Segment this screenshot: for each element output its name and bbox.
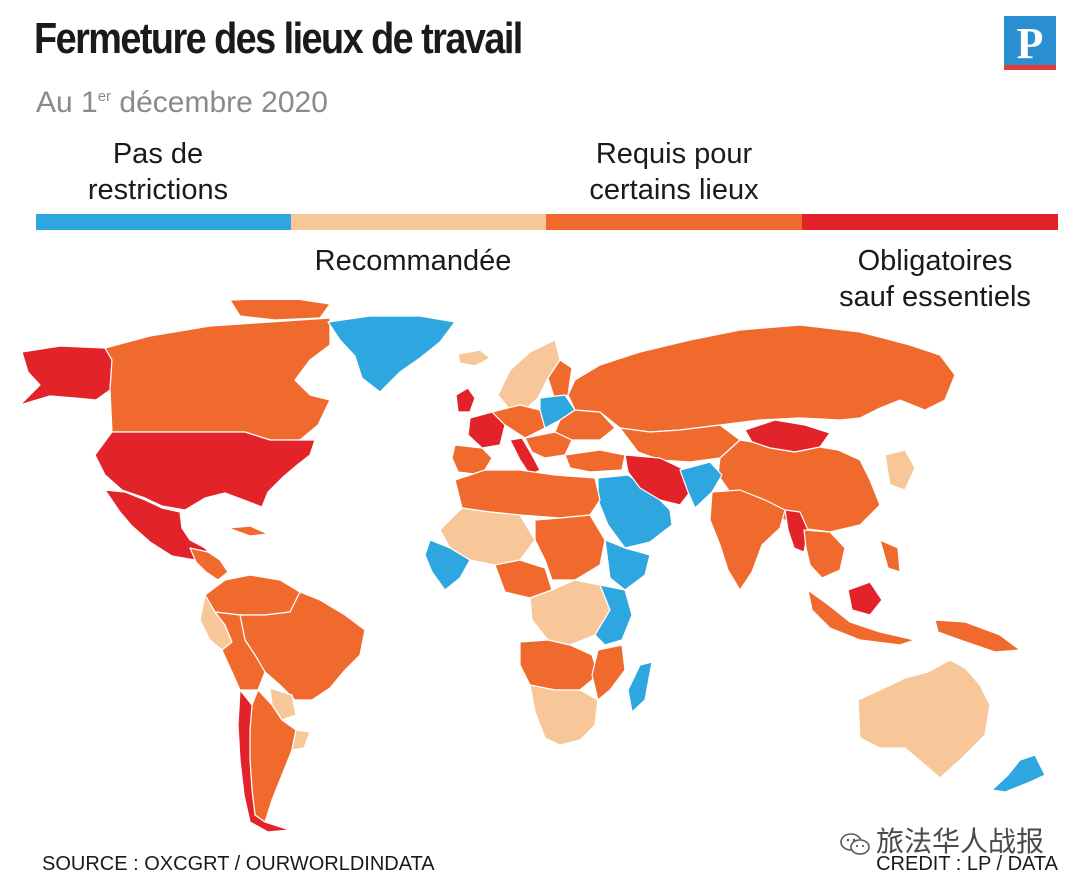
country-uruguay <box>291 729 311 751</box>
world-map <box>19 300 1046 833</box>
map-title: Fermeture des lieux de travail <box>34 14 523 63</box>
legend-swatch-some <box>546 214 802 230</box>
country-canada <box>104 317 331 441</box>
logo-stripe <box>1004 65 1056 70</box>
country-papua <box>934 619 1021 653</box>
wechat-icon <box>840 832 870 855</box>
country-chile <box>237 689 291 833</box>
country-iceland <box>457 349 491 367</box>
country-east-africa <box>594 584 633 646</box>
date-ordinal: er <box>97 88 112 105</box>
le-parisien-logo: P <box>1004 16 1056 70</box>
country-paraguay <box>269 687 297 721</box>
country-madagascar <box>627 661 653 713</box>
country-cuba <box>227 525 269 537</box>
watermark-text: 旅法华人战报 <box>876 826 1045 857</box>
legend-swatch-recommended <box>291 214 546 230</box>
country-canada-arctic <box>229 300 331 321</box>
date-rest: décembre 2020 <box>111 86 328 119</box>
country-russia <box>567 324 956 433</box>
country-mexico <box>104 489 213 561</box>
country-indonesia <box>807 589 916 646</box>
country-korea-japan <box>884 449 916 491</box>
legend-label-mandatory: Obligatoires sauf essentiels <box>812 243 1058 315</box>
country-peru-bolivia <box>214 611 266 691</box>
country-horn-of-africa <box>604 539 651 591</box>
country-alaska <box>19 345 113 406</box>
legend-label-some-line1: Requis pour <box>595 138 753 170</box>
country-mozambique <box>591 644 626 701</box>
legend-label-none-line1: Pas de <box>112 138 204 170</box>
country-philippines <box>879 539 901 573</box>
country-central-america <box>189 547 229 581</box>
legend-label-mandatory-line1: Obligatoires <box>857 245 1013 277</box>
date-subtitle: Au 1er décembre 2020 <box>36 86 328 120</box>
country-usa <box>94 431 316 511</box>
credit-note: CREDIT : LP / DATA <box>876 853 1058 875</box>
country-angola-zambia <box>519 639 599 691</box>
country-new-zealand <box>991 754 1046 793</box>
country-uk-ireland <box>455 387 476 413</box>
legend-label-some-line2: certains lieux <box>589 174 759 206</box>
country-sudan-chad <box>534 514 606 581</box>
legend-label-mandatory-line2: sauf essentiels <box>839 281 1031 313</box>
legend-label-recommended: Recommandée <box>291 243 535 279</box>
legend-swatch-none <box>36 214 291 230</box>
country-italy <box>509 437 541 476</box>
legend-label-none: Pas de restrictions <box>36 136 280 208</box>
country-southeast-asia <box>803 529 846 579</box>
country-australia <box>857 659 991 779</box>
legend-label-none-line2: restrictions <box>87 174 229 206</box>
legend-label-recommended-line1: Recommandée <box>314 245 512 277</box>
date-prefix: Au 1 <box>36 86 98 119</box>
logo-letter: P <box>1016 19 1044 68</box>
watermark: 旅法华人战报 <box>840 820 1044 860</box>
country-myanmar <box>784 509 809 553</box>
country-borneo <box>847 581 883 616</box>
country-turkey <box>564 449 626 473</box>
legend-label-some: Requis pour certains lieux <box>546 136 802 208</box>
country-india <box>709 489 786 591</box>
country-greenland <box>327 315 456 393</box>
legend-swatch-mandatory <box>802 214 1058 230</box>
country-nigeria-cameroon <box>494 559 553 599</box>
country-west-africa-coast <box>424 539 471 591</box>
country-southern-africa <box>529 684 599 746</box>
country-colombia-venezuela <box>204 574 301 616</box>
country-iran <box>624 454 691 506</box>
source-note: SOURCE : OXCGRT / OURWORLDINDATA <box>42 853 435 875</box>
